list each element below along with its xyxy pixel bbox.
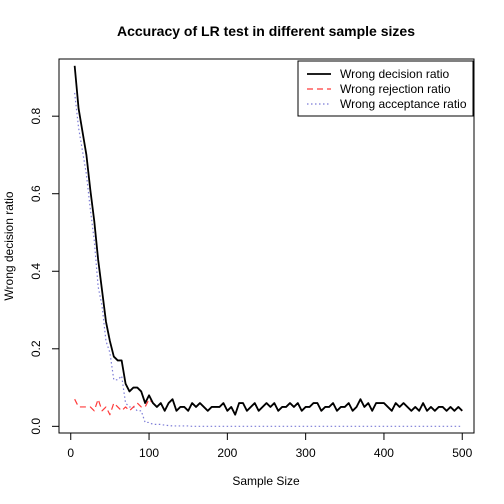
plot-frame bbox=[58, 58, 475, 434]
series-line-0 bbox=[73, 65, 463, 416]
x-tick-label: 400 bbox=[374, 446, 394, 460]
x-axis-label: Sample Size bbox=[232, 474, 300, 488]
legend-label-1: Wrong rejection ratio bbox=[340, 82, 451, 96]
series-line-1 bbox=[74, 398, 463, 416]
y-axis: 0.0 0.2 0.4 0.6 0.8 bbox=[29, 108, 59, 435]
legend-label-0: Wrong decision ratio bbox=[340, 67, 449, 81]
y-tick-label: 0.6 bbox=[29, 185, 43, 202]
series-layer bbox=[73, 65, 463, 427]
x-tick-label: 0 bbox=[67, 446, 74, 460]
y-tick-label: 0.4 bbox=[29, 263, 43, 280]
series-line-2 bbox=[74, 92, 463, 427]
x-tick-label: 100 bbox=[139, 446, 159, 460]
y-tick-label: 0.8 bbox=[29, 108, 43, 125]
x-tick-label: 300 bbox=[296, 446, 316, 460]
x-axis: 0 100 200 300 400 500 bbox=[67, 433, 473, 460]
y-tick-label: 0.0 bbox=[29, 418, 43, 435]
y-axis-label: Wrong decision ratio bbox=[2, 191, 16, 300]
x-tick-label: 200 bbox=[217, 446, 237, 460]
chart-title: Accuracy of LR test in different sample … bbox=[117, 23, 415, 39]
x-tick-label: 500 bbox=[452, 446, 472, 460]
y-tick-label: 0.2 bbox=[29, 340, 43, 357]
legend-label-2: Wrong acceptance ratio bbox=[340, 97, 467, 111]
